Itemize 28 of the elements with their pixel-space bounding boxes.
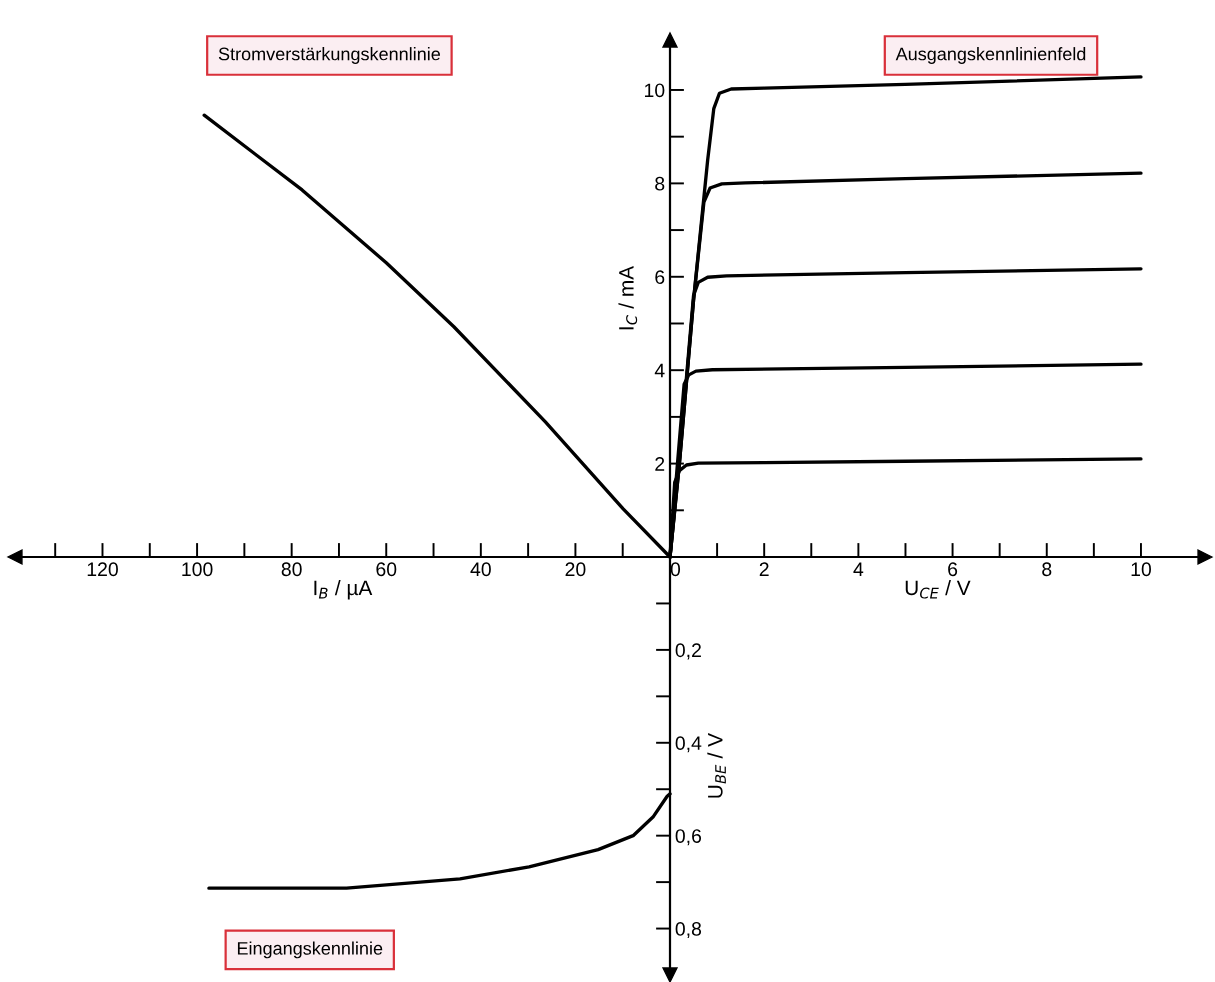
y-tick-label: 0,8: [675, 922, 702, 939]
chart-title: Ausgangskennlinienfeld: [895, 47, 1086, 64]
y-tick-label: 0,2: [675, 643, 701, 660]
x-tick-label: 20: [565, 562, 586, 577]
y-tick-label: 2: [655, 457, 665, 471]
y-tick-label: 10: [645, 83, 665, 98]
text: Eingangskennlinie: [237, 941, 383, 959]
chart-title: Stromverstärkungskennlinie: [218, 47, 440, 64]
x-tick-label: 2: [759, 562, 769, 576]
y-axis-title: U$_{BE}$ / V: [707, 733, 726, 798]
y-tick-label: 6: [655, 270, 665, 285]
y-axis-title: I$_{C}$ / mA: [618, 265, 638, 330]
x-tick-label: 100: [182, 562, 213, 577]
y-tick-label: 4: [654, 363, 665, 378]
x-tick-label: 80: [281, 562, 302, 577]
y-tick-label: 0,6: [675, 829, 702, 846]
x-axis-title: U$_{CE}$ / V: [905, 579, 971, 599]
x-tick-label: 120: [87, 562, 118, 577]
x-tick-label: 40: [470, 562, 491, 577]
x-tick-label: 0: [670, 562, 681, 577]
x-tick-label: 4: [853, 562, 864, 576]
x-tick-label: 6: [948, 562, 958, 577]
y-tick-label: 8: [655, 176, 665, 191]
x-tick-label: 60: [376, 562, 397, 577]
x-axis-title: I$_{B}$ / µA: [314, 579, 373, 600]
y-tick-label: 0,4: [675, 736, 702, 753]
x-tick-label: 10: [1131, 562, 1152, 577]
x-tick-label: 8: [1042, 562, 1052, 577]
